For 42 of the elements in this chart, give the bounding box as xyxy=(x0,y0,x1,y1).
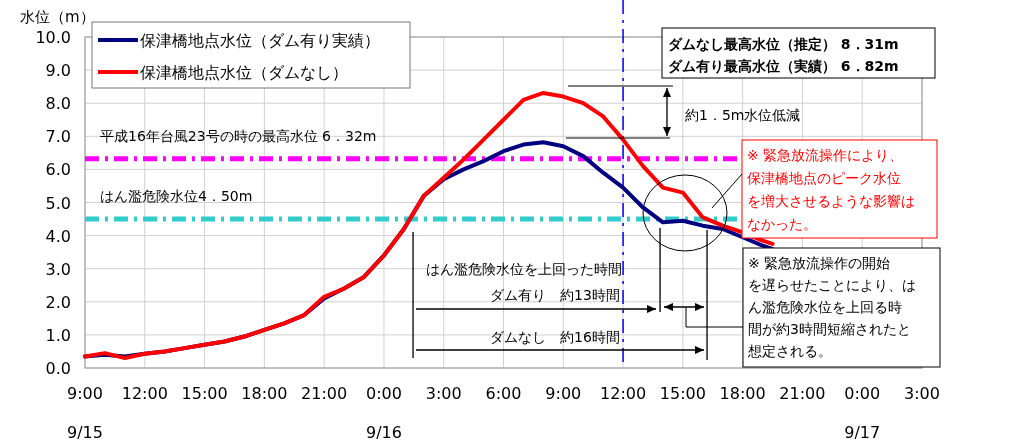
ref-line-label: 平成16年台風23号の時の最高水位 6．32m xyxy=(100,127,377,144)
x-tick-label: 21:00 xyxy=(779,384,826,403)
y-tick-label: 9.0 xyxy=(45,61,71,81)
y-tick-label: 6.0 xyxy=(45,160,71,180)
x-tick-label: 9:00 xyxy=(67,384,103,403)
annotation: ダムなし最高水位（推定） 8．31m xyxy=(668,36,899,52)
x-tick-label: 15:00 xyxy=(181,384,228,403)
text: 9/15 xyxy=(67,423,103,442)
annotation: ※ 緊急放流操作の開始を遅らせたことにより、はん濫危険水位を上回る時間が約3時間短縮されたと想定される。 xyxy=(747,255,916,359)
annotation: 約1．5m水位低減 xyxy=(685,107,801,123)
annotation: ※ 緊急放流操作により、保津橋地点のピーク水位を増大させるような影響はなかった。 xyxy=(747,147,915,232)
x-tick-label: 3:00 xyxy=(425,384,462,403)
y-tick-label: 10.0 xyxy=(35,28,71,47)
ref-line-label: はん濫危険水位4．50m xyxy=(100,188,253,205)
y-tick-label: 3.0 xyxy=(45,259,71,279)
y-axis-title: 水位（m） xyxy=(20,8,95,26)
annotation: ダム有り 約13時間 xyxy=(490,287,620,303)
annotation: ダム有り最高水位（実績） 6．82m xyxy=(668,58,899,74)
x-tick-label: 21:00 xyxy=(301,384,348,403)
x-tick-label: 18:00 xyxy=(241,384,288,403)
text: 9/17 xyxy=(844,423,881,442)
y-tick-label: 0.0 xyxy=(45,359,71,378)
text: 9/16 xyxy=(365,423,402,442)
x-tick-label: 9:00 xyxy=(545,384,582,403)
x-tick-label: 6:00 xyxy=(485,384,522,403)
legend-label: 保津橋地点水位（ダム有り実績） xyxy=(140,31,380,50)
x-tick-label: 0:00 xyxy=(844,384,881,403)
x-tick-label: 12:00 xyxy=(600,384,647,403)
x-tick-label: 15:00 xyxy=(659,384,706,403)
y-tick-label: 7.0 xyxy=(45,127,71,147)
y-tick-label: 5.0 xyxy=(45,193,71,213)
x-tick-label: 3:00 xyxy=(904,384,940,403)
x-tick-label: 0:00 xyxy=(365,384,402,403)
annotation: ダムなし 約16時間 xyxy=(490,329,620,345)
annotation: はん濫危険水位を上回った時間 xyxy=(426,261,622,277)
y-tick-label: 8.0 xyxy=(45,94,71,114)
y-tick-label: 1.0 xyxy=(45,325,71,345)
x-tick-label: 12:00 xyxy=(121,384,168,403)
legend-label: 保津橋地点水位（ダムなし） xyxy=(140,63,348,82)
y-tick-label: 4.0 xyxy=(45,226,71,246)
x-tick-label: 18:00 xyxy=(719,384,766,403)
y-tick-label: 2.0 xyxy=(45,292,71,312)
